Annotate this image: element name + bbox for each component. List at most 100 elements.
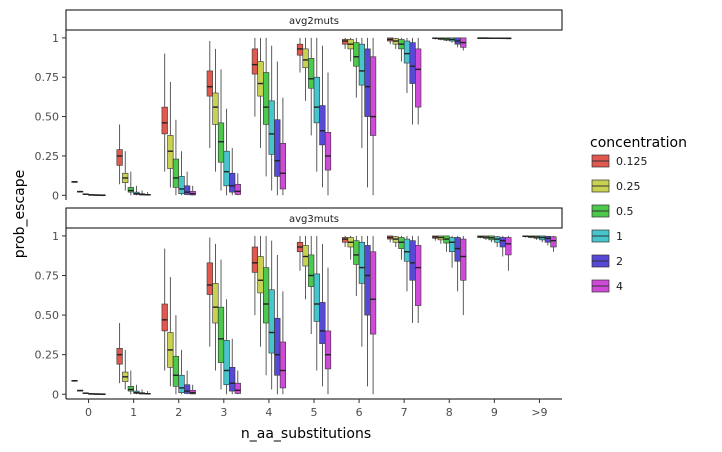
legend-label: 0.25 <box>616 180 641 193</box>
box-conc-0.5 <box>488 235 495 243</box>
box-conc-0.125 <box>71 181 78 183</box>
x-tick-label: 2 <box>175 406 182 419</box>
box-body <box>415 245 422 306</box>
box-body <box>223 340 230 386</box>
box-group-0 <box>71 181 106 197</box>
box-conc-0.5 <box>82 392 89 394</box>
box-body <box>460 238 467 281</box>
box-conc-0.25 <box>437 37 444 41</box>
box-body <box>116 348 123 365</box>
box-conc-2 <box>184 171 191 196</box>
box-conc-1 <box>178 349 185 395</box>
y-axis-title: prob_escape <box>12 170 28 258</box>
box-body <box>409 42 416 84</box>
box-conc-0.125 <box>251 37 259 117</box>
box-body <box>257 61 264 97</box>
box-conc-2 <box>274 61 281 196</box>
box-body <box>499 237 506 248</box>
box-body <box>319 105 326 146</box>
box-conc-2 <box>409 235 416 323</box>
y-tick-label: 0.50 <box>35 309 60 322</box>
y-tick-label: 1 <box>52 230 59 243</box>
box-conc-0.5 <box>488 37 495 39</box>
box-group-4 <box>251 235 287 395</box>
box-body <box>229 172 236 193</box>
box-conc-0.25 <box>167 277 174 387</box>
box-group->9 <box>522 235 557 252</box>
box-conc-2 <box>184 370 191 395</box>
box-conc-2 <box>274 254 281 395</box>
box-body <box>217 122 225 163</box>
x-tick-label: 5 <box>311 406 318 419</box>
box-conc-0.25 <box>302 37 309 101</box>
box-conc-0.125 <box>161 248 168 371</box>
box-body <box>324 132 332 171</box>
box-conc-1 <box>448 235 456 268</box>
box-conc-4 <box>415 235 422 323</box>
box-body <box>251 246 259 273</box>
box-conc-4 <box>505 37 512 40</box>
box-conc-0.125 <box>432 235 439 241</box>
box-group-6 <box>341 37 377 196</box>
box-body <box>268 100 275 155</box>
box-body <box>116 149 123 166</box>
box-conc-0.125 <box>341 235 349 247</box>
box-conc-0.25 <box>482 235 490 240</box>
box-body <box>403 40 411 64</box>
box-body <box>302 48 309 69</box>
box-body <box>229 367 236 392</box>
x-tick-label: 6 <box>356 406 363 419</box>
box-group-9 <box>477 235 512 271</box>
box-conc-0.125 <box>71 380 78 382</box>
box-body <box>398 237 405 249</box>
box-body <box>505 237 512 256</box>
box-body <box>178 176 185 195</box>
box-body <box>319 302 326 344</box>
x-tick-label: 1 <box>130 406 137 419</box>
box-conc-2 <box>499 235 506 257</box>
box-group-6 <box>341 235 377 395</box>
box-conc-4 <box>234 370 241 395</box>
box-conc-0.5 <box>398 37 405 62</box>
box-conc-0.25 <box>77 190 84 193</box>
box-body <box>550 236 557 248</box>
box-body <box>212 92 219 125</box>
box-conc-1 <box>494 37 501 39</box>
box-body <box>206 70 213 97</box>
box-group-8 <box>432 37 467 51</box>
box-conc-1 <box>358 235 365 347</box>
box-group-4 <box>251 37 287 196</box>
box-conc-4 <box>369 235 377 395</box>
box-group-3 <box>206 237 241 395</box>
box-body <box>369 251 377 335</box>
box-conc-0.5 <box>217 69 225 191</box>
box-body <box>296 43 304 56</box>
box-body <box>279 143 287 190</box>
y-tick-label: 0.50 <box>35 111 60 124</box>
facet-strip-label: avg3muts <box>289 214 339 225</box>
box-body <box>184 185 191 195</box>
box-conc-4 <box>460 235 467 316</box>
box-conc-0.5 <box>443 37 450 42</box>
box-conc-4 <box>99 393 106 396</box>
box-body <box>184 384 191 394</box>
box-conc-0.5 <box>353 37 360 98</box>
box-group-5 <box>296 235 332 395</box>
box-conc-4 <box>144 192 151 196</box>
box-group-2 <box>161 248 196 395</box>
box-conc-0.5 <box>533 235 540 240</box>
box-group-0 <box>71 380 106 396</box>
box-conc-2 <box>319 45 326 188</box>
box-conc-2 <box>499 37 506 40</box>
box-body <box>172 355 180 387</box>
y-tick-label: 0.75 <box>35 270 60 283</box>
box-conc-4 <box>99 194 106 197</box>
box-body <box>364 48 371 117</box>
box-body <box>454 237 461 262</box>
box-body <box>409 240 416 281</box>
box-conc-0.5 <box>172 119 180 196</box>
box-conc-1 <box>223 299 230 395</box>
box-body <box>302 245 309 267</box>
box-body <box>341 237 349 243</box>
box-conc-0.5 <box>263 37 270 177</box>
